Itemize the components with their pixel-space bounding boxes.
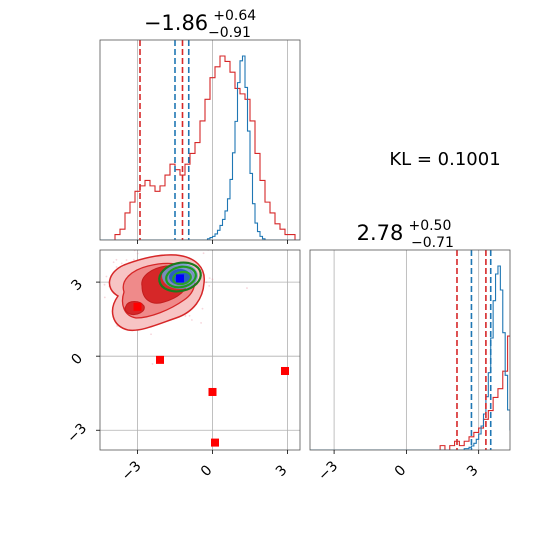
hist-p2-quantile-lines: [456, 250, 492, 450]
hist-p1-quantile-lines: [139, 40, 190, 240]
hist-series-blue: [100, 55, 300, 240]
scatter-sample-point: [184, 315, 187, 317]
hist-p1-panel: −1.86 +0.64 −0.91: [99, 8, 301, 244]
scatter-sample-point: [120, 262, 123, 265]
scatter-sample-point: [150, 333, 152, 336]
scatter-sample-point: [136, 252, 139, 255]
scatter-sample-point: [200, 237, 202, 239]
scatter-marker: [208, 387, 217, 396]
scatter-sample-point: [151, 363, 154, 365]
scatter-sample-point: [188, 314, 191, 317]
scatter-p1-p2-panel: −3 0 3 −3 0 3: [49, 237, 301, 484]
hist-p1-title-value: −1.86: [144, 11, 208, 35]
scatter-sample-point: [116, 325, 118, 327]
scatter-sample-point: [103, 283, 106, 286]
green-contour-mid: [165, 265, 197, 289]
scatter-sample-point: [205, 281, 208, 284]
scatter-sample-point: [208, 284, 211, 287]
hist-p2-title-plus: +0.50: [408, 218, 451, 234]
x-tick-label: 0: [392, 462, 410, 480]
hist-p2-panel: −3 0 3 2.78 +0.50 −0.71: [309, 218, 511, 484]
scatter-marker: [211, 438, 219, 447]
hist-p2-ticks: −3 0 3: [315, 450, 482, 484]
scatter-sample-point: [132, 258, 135, 261]
scatter-sample-point: [103, 296, 106, 299]
scatter-sample-point: [191, 319, 193, 321]
kl-annotation: KL = 0.1001: [389, 149, 500, 170]
x-tick-label: −3: [315, 458, 341, 484]
hist-p1-title-minus: −0.91: [208, 25, 251, 41]
scatter-sample-point: [115, 258, 118, 261]
scatter-sample-point: [125, 259, 128, 261]
x-tick-label: 0: [198, 462, 216, 480]
scatter-sample-point: [202, 252, 205, 255]
hist-series-red: [100, 55, 300, 240]
scatter-sample-point: [112, 261, 115, 264]
hist-p2-title-value: 2.78: [357, 221, 404, 245]
scatter-marker: [176, 274, 184, 283]
hist-p2-title: 2.78 +0.50: [357, 218, 452, 245]
scatter-sample-point: [211, 278, 214, 281]
scatter-sample-point: [200, 322, 202, 324]
hist-p1-grid: [137, 40, 288, 240]
hist-p1-series: [100, 55, 300, 240]
scatter-sample-point: [49, 266, 51, 268]
hist-p1-ticks: [137, 240, 288, 244]
scatter-sample-point: [105, 275, 108, 278]
hist-p1-frame: [99, 39, 301, 241]
x-tick-label: −3: [119, 458, 145, 484]
scatter-marker: [133, 302, 142, 311]
hist-p2-grid: [333, 250, 480, 450]
hist-p1-title-plus: +0.64: [213, 8, 256, 24]
hist-series-blue: [310, 265, 510, 450]
hist-p1-title: −1.86 +0.64: [144, 8, 256, 35]
scatter-sample-point: [95, 292, 97, 294]
scatter-marker: [156, 355, 164, 364]
green-contour-inner: [172, 270, 192, 286]
scatter-sample-point: [201, 307, 204, 310]
scatter-density: [49, 237, 248, 365]
x-tick-label: 3: [273, 462, 291, 480]
scatter-marker: [281, 366, 289, 375]
scatter-markers: [133, 274, 289, 447]
x-tick-label: 3: [464, 462, 482, 480]
hist-p2-series: [310, 265, 510, 450]
y-tick-label: −3: [64, 420, 90, 446]
y-tick-label: 0: [68, 351, 86, 369]
green-contour-outer: [158, 261, 202, 293]
hist-p2-frame: [309, 249, 511, 451]
scatter-sample-point: [208, 277, 211, 280]
y-tick-label: 3: [68, 276, 86, 294]
scatter-sample-point: [246, 287, 248, 289]
hist-p2-title-minus: −0.71: [411, 235, 454, 251]
hist-series-red: [310, 335, 510, 450]
scatter-frame: [99, 249, 301, 451]
scatter-sample-point: [115, 266, 118, 268]
